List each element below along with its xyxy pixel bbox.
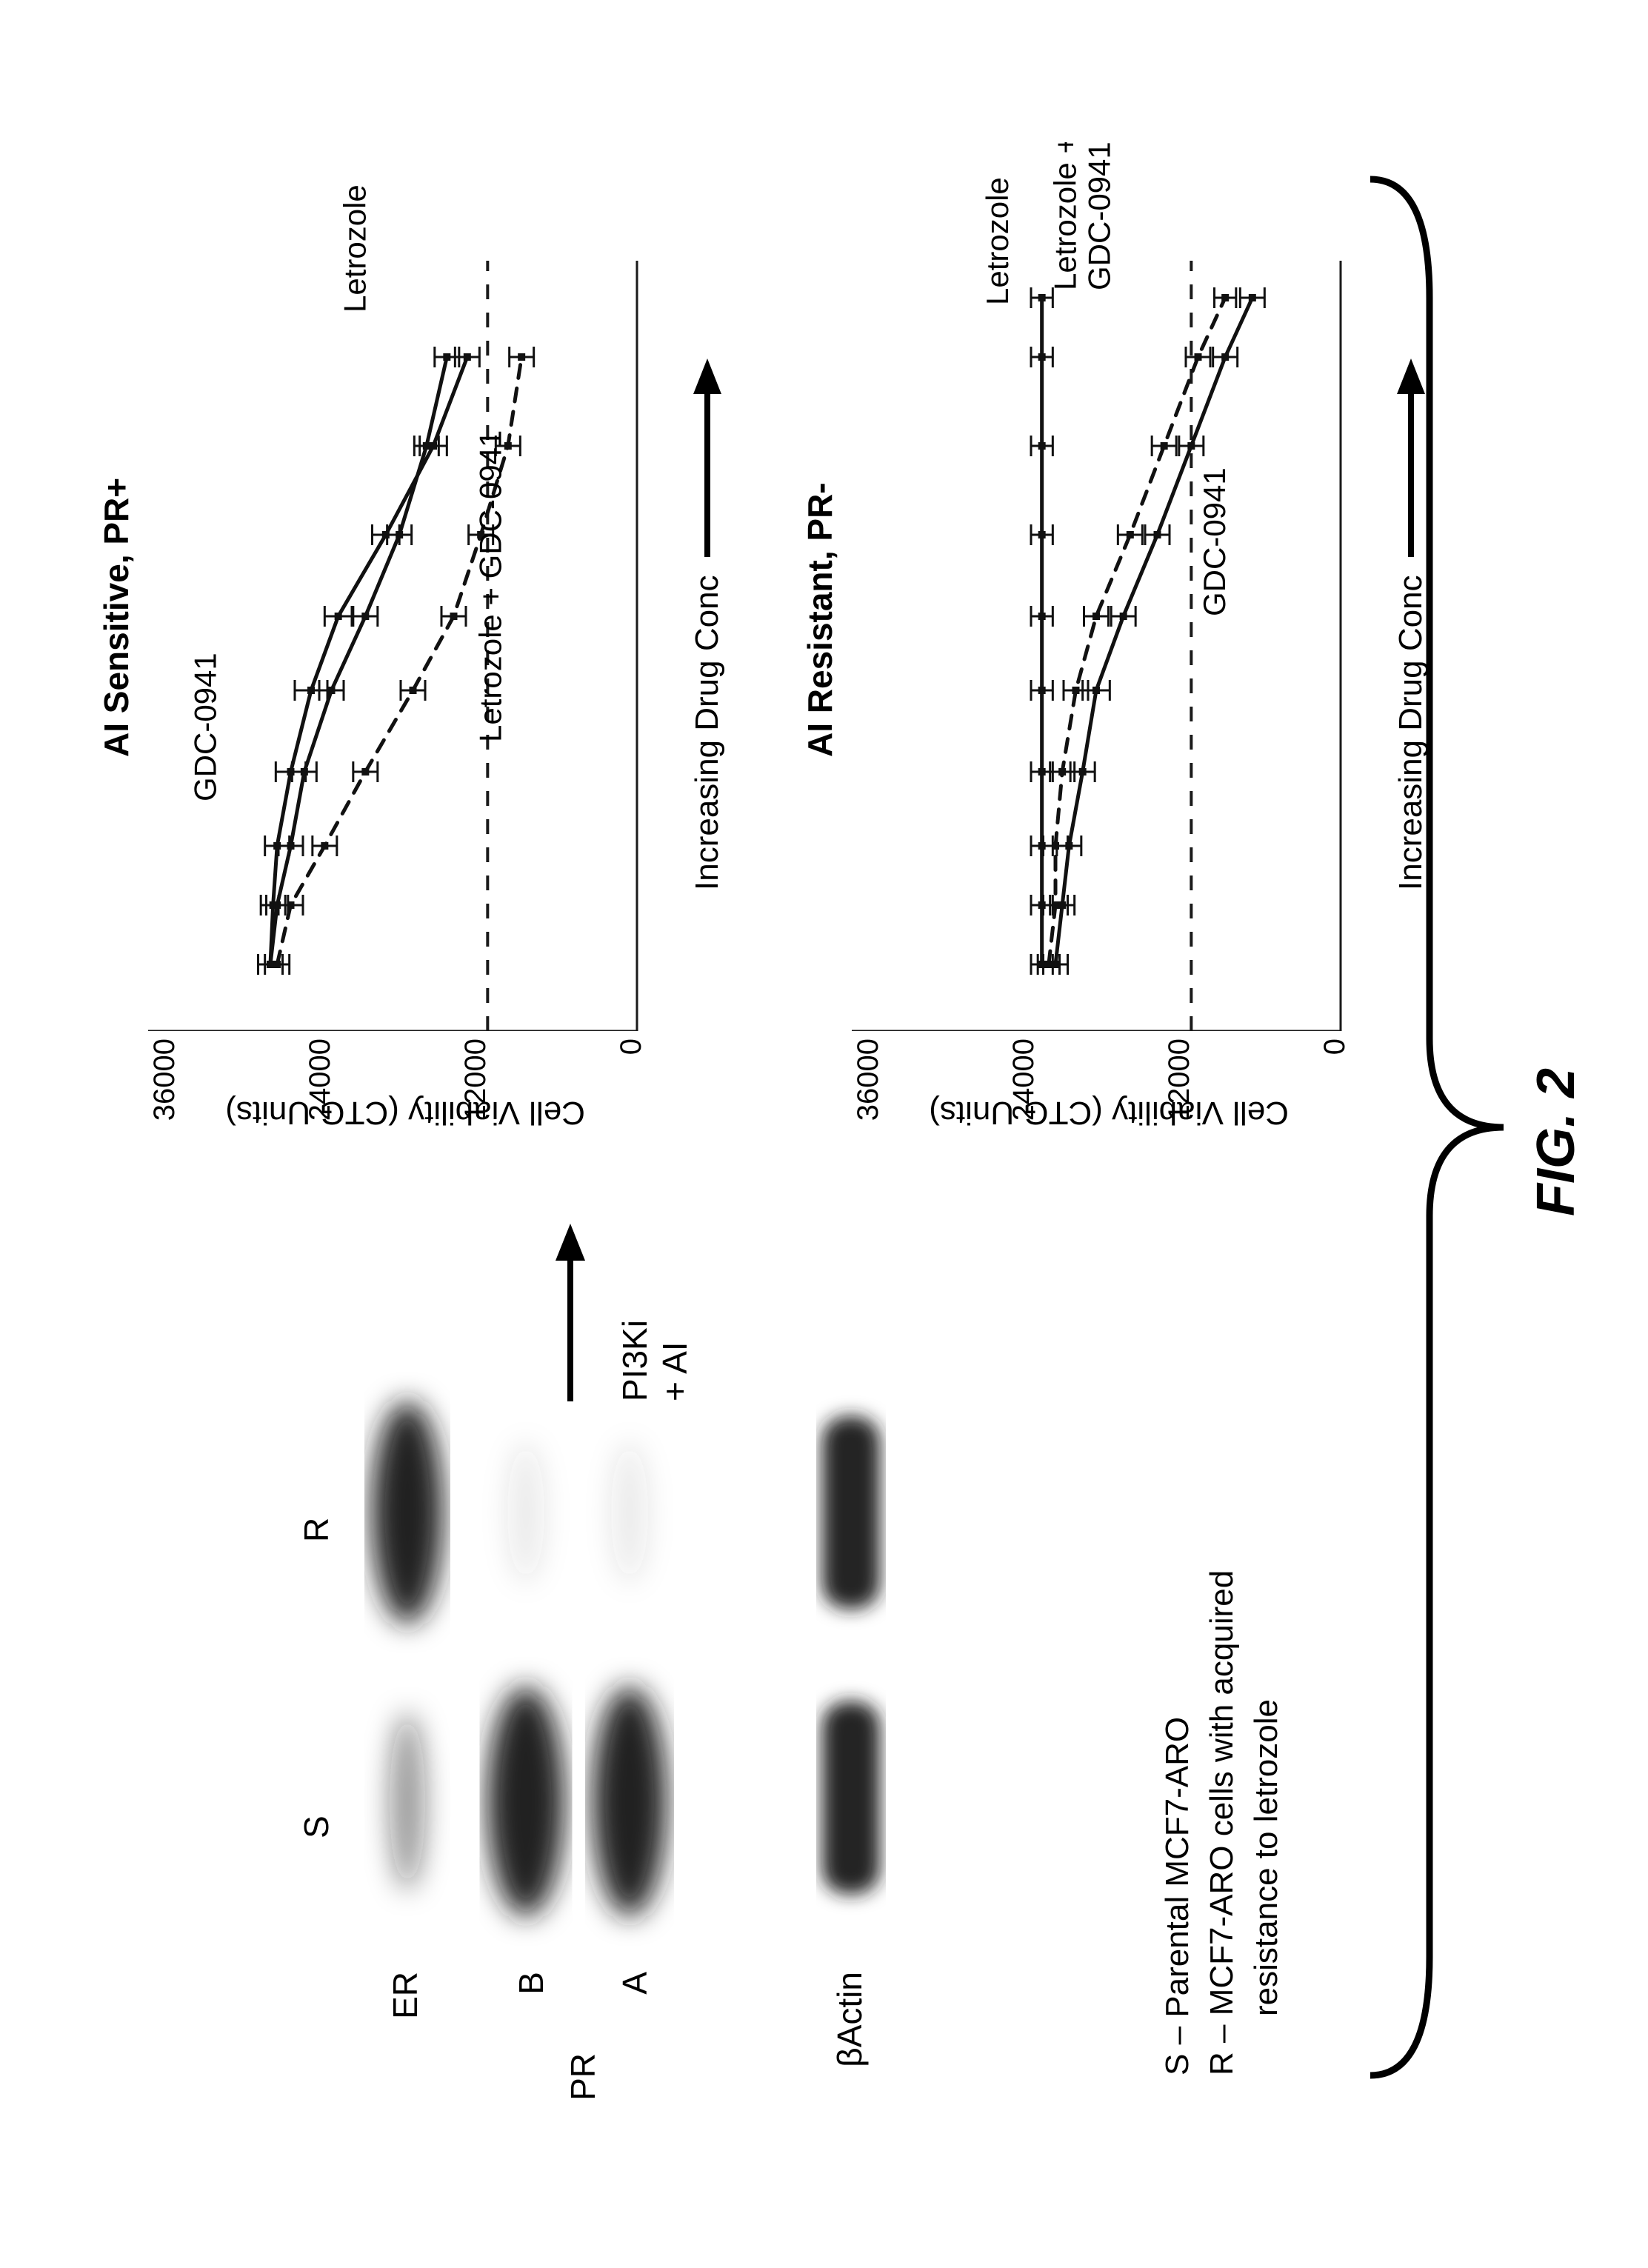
y-axis-label-top: Cell Viability (CTG Units) [225, 1094, 585, 1131]
ytick-0: 0 [615, 1038, 648, 1135]
row-label-actin: βActin [830, 1972, 870, 2112]
chart-title-bottom: AI Resistant, PR- [800, 482, 840, 757]
plot-svg-bottom: LetrozoleLetrozole +GDC-0941GDC-0941 [852, 142, 1370, 1031]
figure: S R ER B A PR βActin PI3Ki + AI [0, 0, 1648, 2268]
svg-text:GDC-0941: GDC-0941 [1197, 467, 1232, 616]
row-label-a: A [615, 1972, 655, 2031]
ytick-2: 24000 [304, 1038, 337, 1135]
ytick-b2: 24000 [1007, 1038, 1041, 1135]
svg-text:Letrozole: Letrozole [980, 177, 1015, 305]
y-axis-label-bottom: Cell Viability (CTG Units) [929, 1094, 1289, 1131]
blot-bands [348, 1290, 1015, 1957]
ytick-3: 36000 [148, 1038, 181, 1135]
ytick-1: 12000 [459, 1038, 493, 1135]
western-blot-panel: S R ER B A PR βActin PI3Ki + AI [296, 1327, 1111, 2068]
chart-title-top: AI Sensitive, PR+ [96, 478, 136, 757]
row-label-er: ER [385, 1972, 425, 2068]
svg-text:GDC-0941: GDC-0941 [188, 653, 223, 801]
plot-svg-top: GDC-0941 Letrozole Letrozole + GDC-0941 [148, 142, 667, 1031]
lane-header-R: R [296, 1518, 336, 1542]
x-arrow-icon [689, 357, 726, 557]
x-axis-label-top: Increasing Drug Conc [689, 575, 726, 890]
legend-line-r1: R – MCF7-ARO cells with acquired [1200, 1570, 1244, 2075]
ytick-b0: 0 [1318, 1038, 1352, 1135]
figure-rotated: S R ER B A PR βActin PI3Ki + AI [0, 0, 1648, 2268]
chart-ai-sensitive: AI Sensitive, PR+ Cell Viability (CTG Un… [96, 157, 763, 1157]
row-label-pr: PR [563, 2053, 603, 2112]
legend-line-s: S – Parental MCF7-ARO [1155, 1717, 1199, 2075]
svg-text:Letrozole: Letrozole [337, 184, 372, 313]
svg-text:Letrozole +: Letrozole + [1048, 142, 1083, 290]
ytick-b3: 36000 [852, 1038, 885, 1135]
ytick-b1: 12000 [1163, 1038, 1196, 1135]
lane-header-S: S [296, 1815, 336, 1838]
figure-label: FIG. 2 [1526, 1068, 1587, 1216]
page: S R ER B A PR βActin PI3Ki + AI [0, 0, 1648, 2268]
svg-text:Letrozole + GDC-0941: Letrozole + GDC-0941 [473, 430, 508, 742]
row-label-b: B [511, 1972, 551, 2031]
brace-icon [1355, 164, 1548, 2090]
legend-line-r2: resistance to letrozole [1244, 1699, 1288, 2016]
svg-text:GDC-0941: GDC-0941 [1081, 142, 1116, 290]
